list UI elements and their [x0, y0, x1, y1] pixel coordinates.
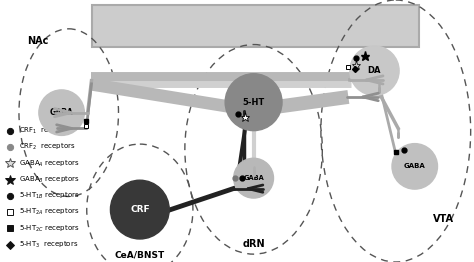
- Text: GABA$_A$ receptors: GABA$_A$ receptors: [19, 159, 80, 168]
- Text: DA: DA: [368, 66, 381, 75]
- FancyBboxPatch shape: [92, 5, 419, 47]
- Text: GABA: GABA: [404, 163, 426, 169]
- Text: CRF: CRF: [130, 205, 150, 214]
- Ellipse shape: [39, 90, 84, 135]
- Text: VTA: VTA: [433, 214, 454, 224]
- Text: dRN: dRN: [242, 239, 265, 249]
- Text: CeA/BNST: CeA/BNST: [115, 251, 165, 260]
- Text: GABA$_B$ receptors: GABA$_B$ receptors: [19, 175, 80, 185]
- Ellipse shape: [234, 158, 273, 198]
- Text: GABA: GABA: [50, 108, 73, 117]
- Text: 5-HT: 5-HT: [243, 98, 264, 107]
- Text: 5-HT$_{1B}$ receptors: 5-HT$_{1B}$ receptors: [19, 191, 79, 201]
- Ellipse shape: [392, 144, 438, 189]
- Text: CRF$_1$  receptors: CRF$_1$ receptors: [19, 126, 75, 136]
- Text: CRF$_2$  receptors: CRF$_2$ receptors: [19, 142, 75, 152]
- Ellipse shape: [225, 74, 282, 131]
- Text: NAc: NAc: [27, 36, 49, 46]
- Text: 5-HT$_{2C}$ receptors: 5-HT$_{2C}$ receptors: [19, 223, 80, 233]
- Text: 5-HT$_3$  receptors: 5-HT$_3$ receptors: [19, 240, 78, 250]
- Ellipse shape: [110, 180, 169, 239]
- Ellipse shape: [350, 46, 399, 95]
- Text: 5-HT$_{2A}$ receptors: 5-HT$_{2A}$ receptors: [19, 207, 79, 217]
- Text: GABA: GABA: [243, 175, 264, 181]
